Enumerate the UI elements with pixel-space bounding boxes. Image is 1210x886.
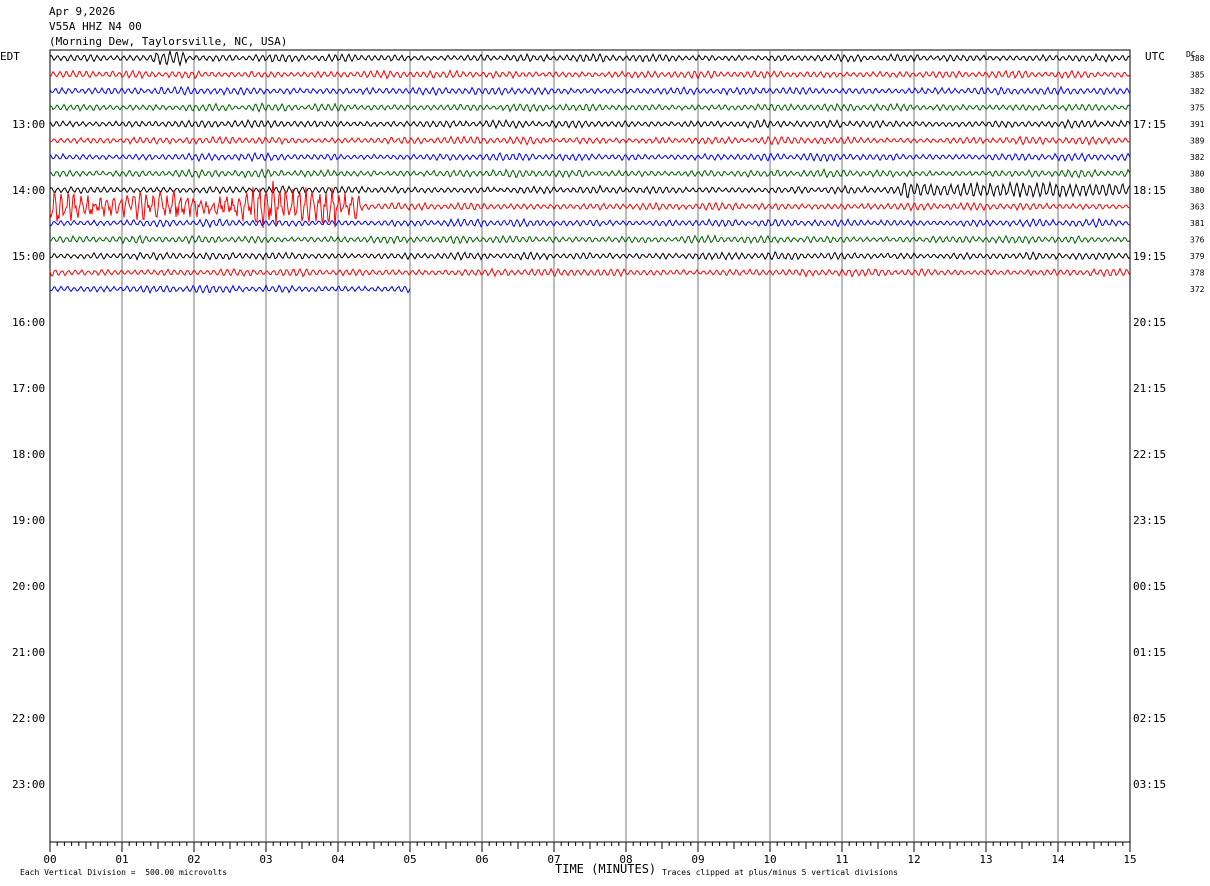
left-hour-label: 21:00 xyxy=(12,646,45,659)
left-hour-label: 16:00 xyxy=(12,316,45,329)
x-tick-label: 07 xyxy=(547,853,560,866)
x-tick-label: 11 xyxy=(835,853,848,866)
dc-offset-label: 375 xyxy=(1190,104,1205,113)
dc-offset-label: 378 xyxy=(1190,269,1205,278)
right-hour-label: 19:15 xyxy=(1133,250,1166,263)
x-tick-label: 08 xyxy=(619,853,632,866)
clip-note: Traces clipped at plus/minus 5 vertical … xyxy=(662,868,899,877)
x-tick-label: 12 xyxy=(907,853,920,866)
dc-offset-label: 380 xyxy=(1190,186,1205,195)
dc-offset-label: 379 xyxy=(1190,252,1205,261)
left-hour-label: 14:00 xyxy=(12,184,45,197)
dc-offset-label: 391 xyxy=(1190,120,1205,129)
left-hour-label: 20:00 xyxy=(12,580,45,593)
trace-row-8 xyxy=(49,180,1131,199)
dc-offset-label: 381 xyxy=(1190,219,1205,228)
right-timezone-label: UTC xyxy=(1145,50,1165,63)
right-hour-label: 00:15 xyxy=(1133,580,1166,593)
x-tick-label: 15 xyxy=(1123,853,1136,866)
right-hour-label: 03:15 xyxy=(1133,778,1166,791)
trace-row-5 xyxy=(50,135,1131,146)
x-tick-label: 03 xyxy=(259,853,272,866)
left-hour-label: 23:00 xyxy=(12,778,45,791)
left-hour-label: 15:00 xyxy=(12,250,45,263)
trace-row-13 xyxy=(49,267,1131,278)
dc-offset-label: 376 xyxy=(1190,236,1205,245)
right-hour-label: 20:15 xyxy=(1133,316,1166,329)
trace-row-9 xyxy=(49,180,1131,229)
dc-offset-label: 385 xyxy=(1190,71,1205,80)
trace-row-1 xyxy=(49,69,1131,80)
right-hour-label: 21:15 xyxy=(1133,382,1166,395)
left-hour-label: 19:00 xyxy=(12,514,45,527)
x-tick-label: 05 xyxy=(403,853,416,866)
trace-row-7 xyxy=(49,167,1131,179)
right-hour-label: 02:15 xyxy=(1133,712,1166,725)
trace-row-2 xyxy=(49,85,1131,97)
dc-offset-label: 389 xyxy=(1190,137,1205,146)
trace-row-10 xyxy=(49,217,1130,229)
dc-offset-label: 382 xyxy=(1190,153,1205,162)
x-tick-label: 13 xyxy=(979,853,992,866)
plot-frame xyxy=(49,49,1131,843)
x-tick-label: 14 xyxy=(1051,853,1065,866)
trace-row-14 xyxy=(49,284,411,295)
right-hour-label: 18:15 xyxy=(1133,184,1166,197)
dc-header-label: DC xyxy=(1186,50,1196,59)
right-hour-label: 23:15 xyxy=(1133,514,1166,527)
scale-note: Each Vertical Division = 500.00 microvol… xyxy=(20,868,228,877)
x-tick-label: 10 xyxy=(763,853,776,866)
dc-offset-label: 380 xyxy=(1190,170,1205,179)
trace-row-6 xyxy=(49,151,1131,163)
trace-row-0 xyxy=(49,50,1131,68)
dc-offset-label: 372 xyxy=(1190,285,1205,294)
right-hour-label: 01:15 xyxy=(1133,646,1166,659)
dc-offset-label: 363 xyxy=(1190,203,1205,212)
left-hour-label: 22:00 xyxy=(12,712,45,725)
left-timezone-label: EDT xyxy=(0,50,20,63)
x-tick-label: 01 xyxy=(115,853,128,866)
x-tick-label: 09 xyxy=(691,853,704,866)
station-location: (Morning Dew, Taylorsville, NC, USA) xyxy=(49,35,288,48)
dc-offset-label: 382 xyxy=(1190,87,1205,96)
right-hour-label: 22:15 xyxy=(1133,448,1166,461)
x-tick-label: 00 xyxy=(43,853,56,866)
trace-row-12 xyxy=(49,250,1131,261)
dc-offset-label: 388 xyxy=(1190,54,1205,63)
left-hour-label: 13:00 xyxy=(12,118,45,131)
right-hour-label: 17:15 xyxy=(1133,118,1166,131)
x-tick-label: 02 xyxy=(187,853,200,866)
station-code: V55A HHZ N4 00 xyxy=(49,20,142,33)
trace-row-4 xyxy=(49,118,1131,130)
x-axis-title: TIME (MINUTES) xyxy=(555,862,657,876)
trace-row-11 xyxy=(49,234,1131,245)
x-tick-label: 06 xyxy=(475,853,488,866)
chart-date: Apr 9,2026 xyxy=(49,5,116,18)
x-tick-label: 04 xyxy=(331,853,345,866)
left-hour-label: 18:00 xyxy=(12,448,45,461)
trace-row-3 xyxy=(50,102,1131,113)
left-hour-label: 17:00 xyxy=(12,382,45,395)
